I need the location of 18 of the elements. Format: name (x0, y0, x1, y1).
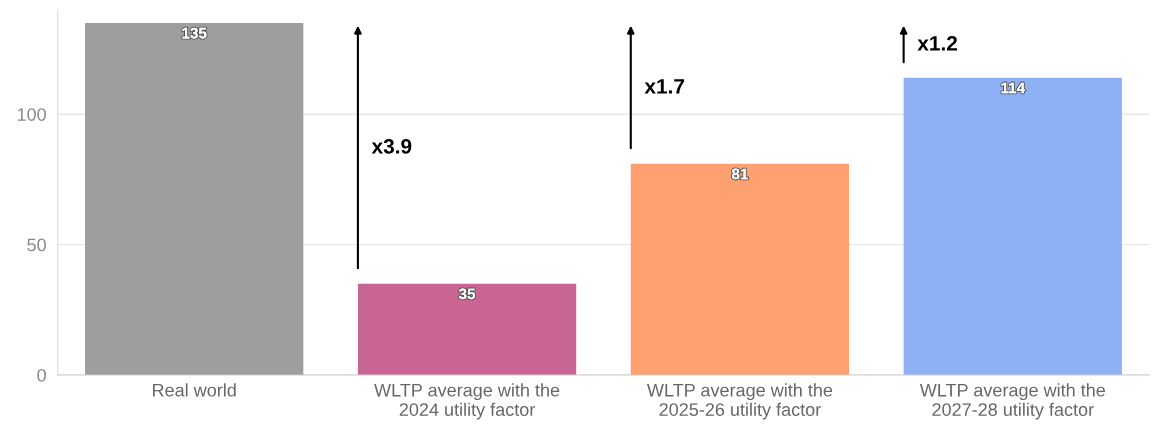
data-label: 135 (182, 27, 207, 39)
bar (85, 22, 304, 375)
x-tick-label: WLTP average with the 2024 utility factor (374, 383, 560, 420)
y-tick-label: 0 (37, 368, 46, 382)
x-tick-label: WLTP average with the 2027-28 utility factor (919, 383, 1105, 420)
annotation: x3.9 (371, 138, 412, 154)
y-tick-label: 50 (27, 238, 46, 252)
annotation: x1.2 (917, 35, 957, 51)
bar (903, 77, 1122, 375)
x-tick-label: Real world (153, 383, 236, 397)
y-tick-label: 100 (17, 108, 46, 121)
x-tick-label: WLTP average with the 2025-26 utility factor (647, 383, 833, 420)
data-label: 35 (458, 288, 476, 300)
annotation: x1.7 (644, 79, 685, 94)
data-label: 114 (1001, 82, 1026, 94)
data-label: 81 (731, 168, 748, 180)
bar (630, 163, 850, 375)
bar (357, 283, 577, 375)
